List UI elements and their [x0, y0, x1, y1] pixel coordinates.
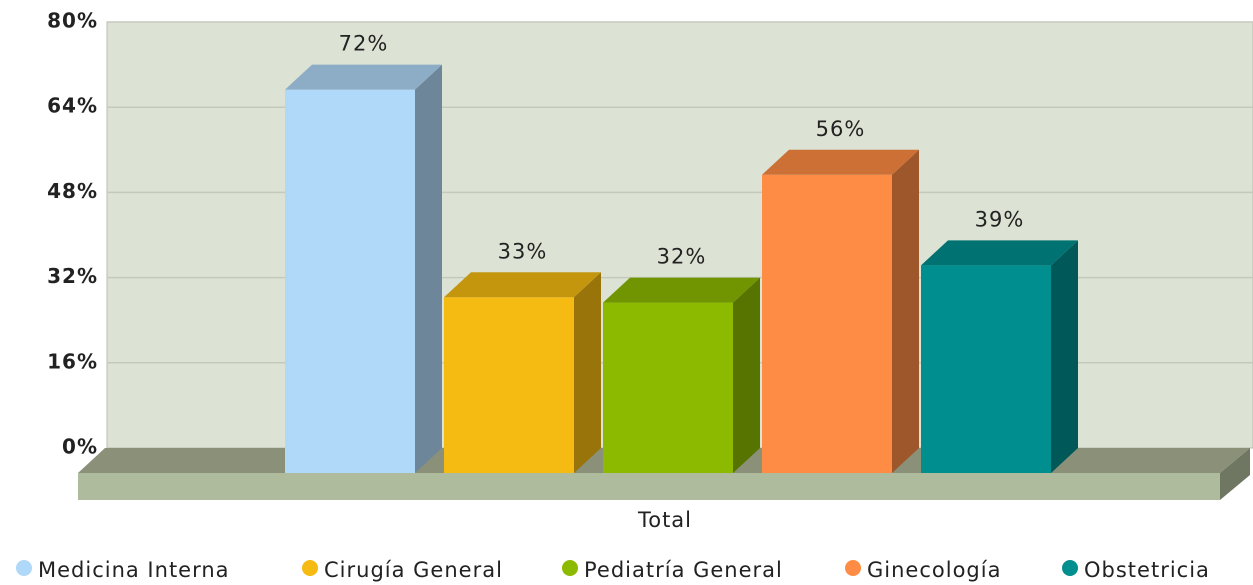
value-label: 33% [498, 239, 548, 263]
bar-side [1051, 240, 1078, 473]
y-tick-label: 32% [47, 264, 98, 288]
bar [444, 297, 574, 473]
legend-label: Obstetricia [1084, 558, 1210, 582]
bar [285, 89, 415, 473]
legend-marker [16, 560, 32, 576]
value-label: 32% [657, 245, 707, 269]
bar-top [762, 149, 919, 175]
floor-front [78, 473, 1220, 500]
bar-top [603, 277, 760, 303]
bar-side [415, 64, 442, 473]
bar-top [921, 240, 1078, 266]
y-tick-label: 48% [47, 179, 98, 203]
y-tick-label: 64% [47, 94, 98, 118]
y-tick-label: 0% [62, 435, 98, 459]
legend-marker [845, 560, 861, 576]
value-label: 39% [975, 207, 1025, 231]
legend-marker [1062, 560, 1078, 576]
x-tick-label: Total [637, 508, 692, 532]
y-tick-label: 80% [47, 9, 98, 33]
bar [603, 302, 733, 473]
floor-side [1220, 448, 1250, 500]
legend-marker [562, 560, 578, 576]
y-tick-label: 16% [47, 349, 98, 373]
bar-top [444, 272, 601, 298]
value-label: 72% [339, 32, 389, 56]
bar-side [733, 277, 760, 473]
bar [921, 265, 1051, 473]
legend-label: Cirugía General [324, 558, 503, 582]
bar-side [892, 149, 919, 474]
legend-label: Pediatría General [584, 558, 783, 582]
legend-label: Ginecología [867, 558, 1001, 582]
bar-side [574, 272, 601, 473]
legend-label: Medicina Interna [38, 558, 230, 582]
bar [762, 174, 892, 474]
legend-marker [302, 560, 318, 576]
value-label: 56% [816, 117, 866, 141]
bar-top [285, 64, 442, 90]
